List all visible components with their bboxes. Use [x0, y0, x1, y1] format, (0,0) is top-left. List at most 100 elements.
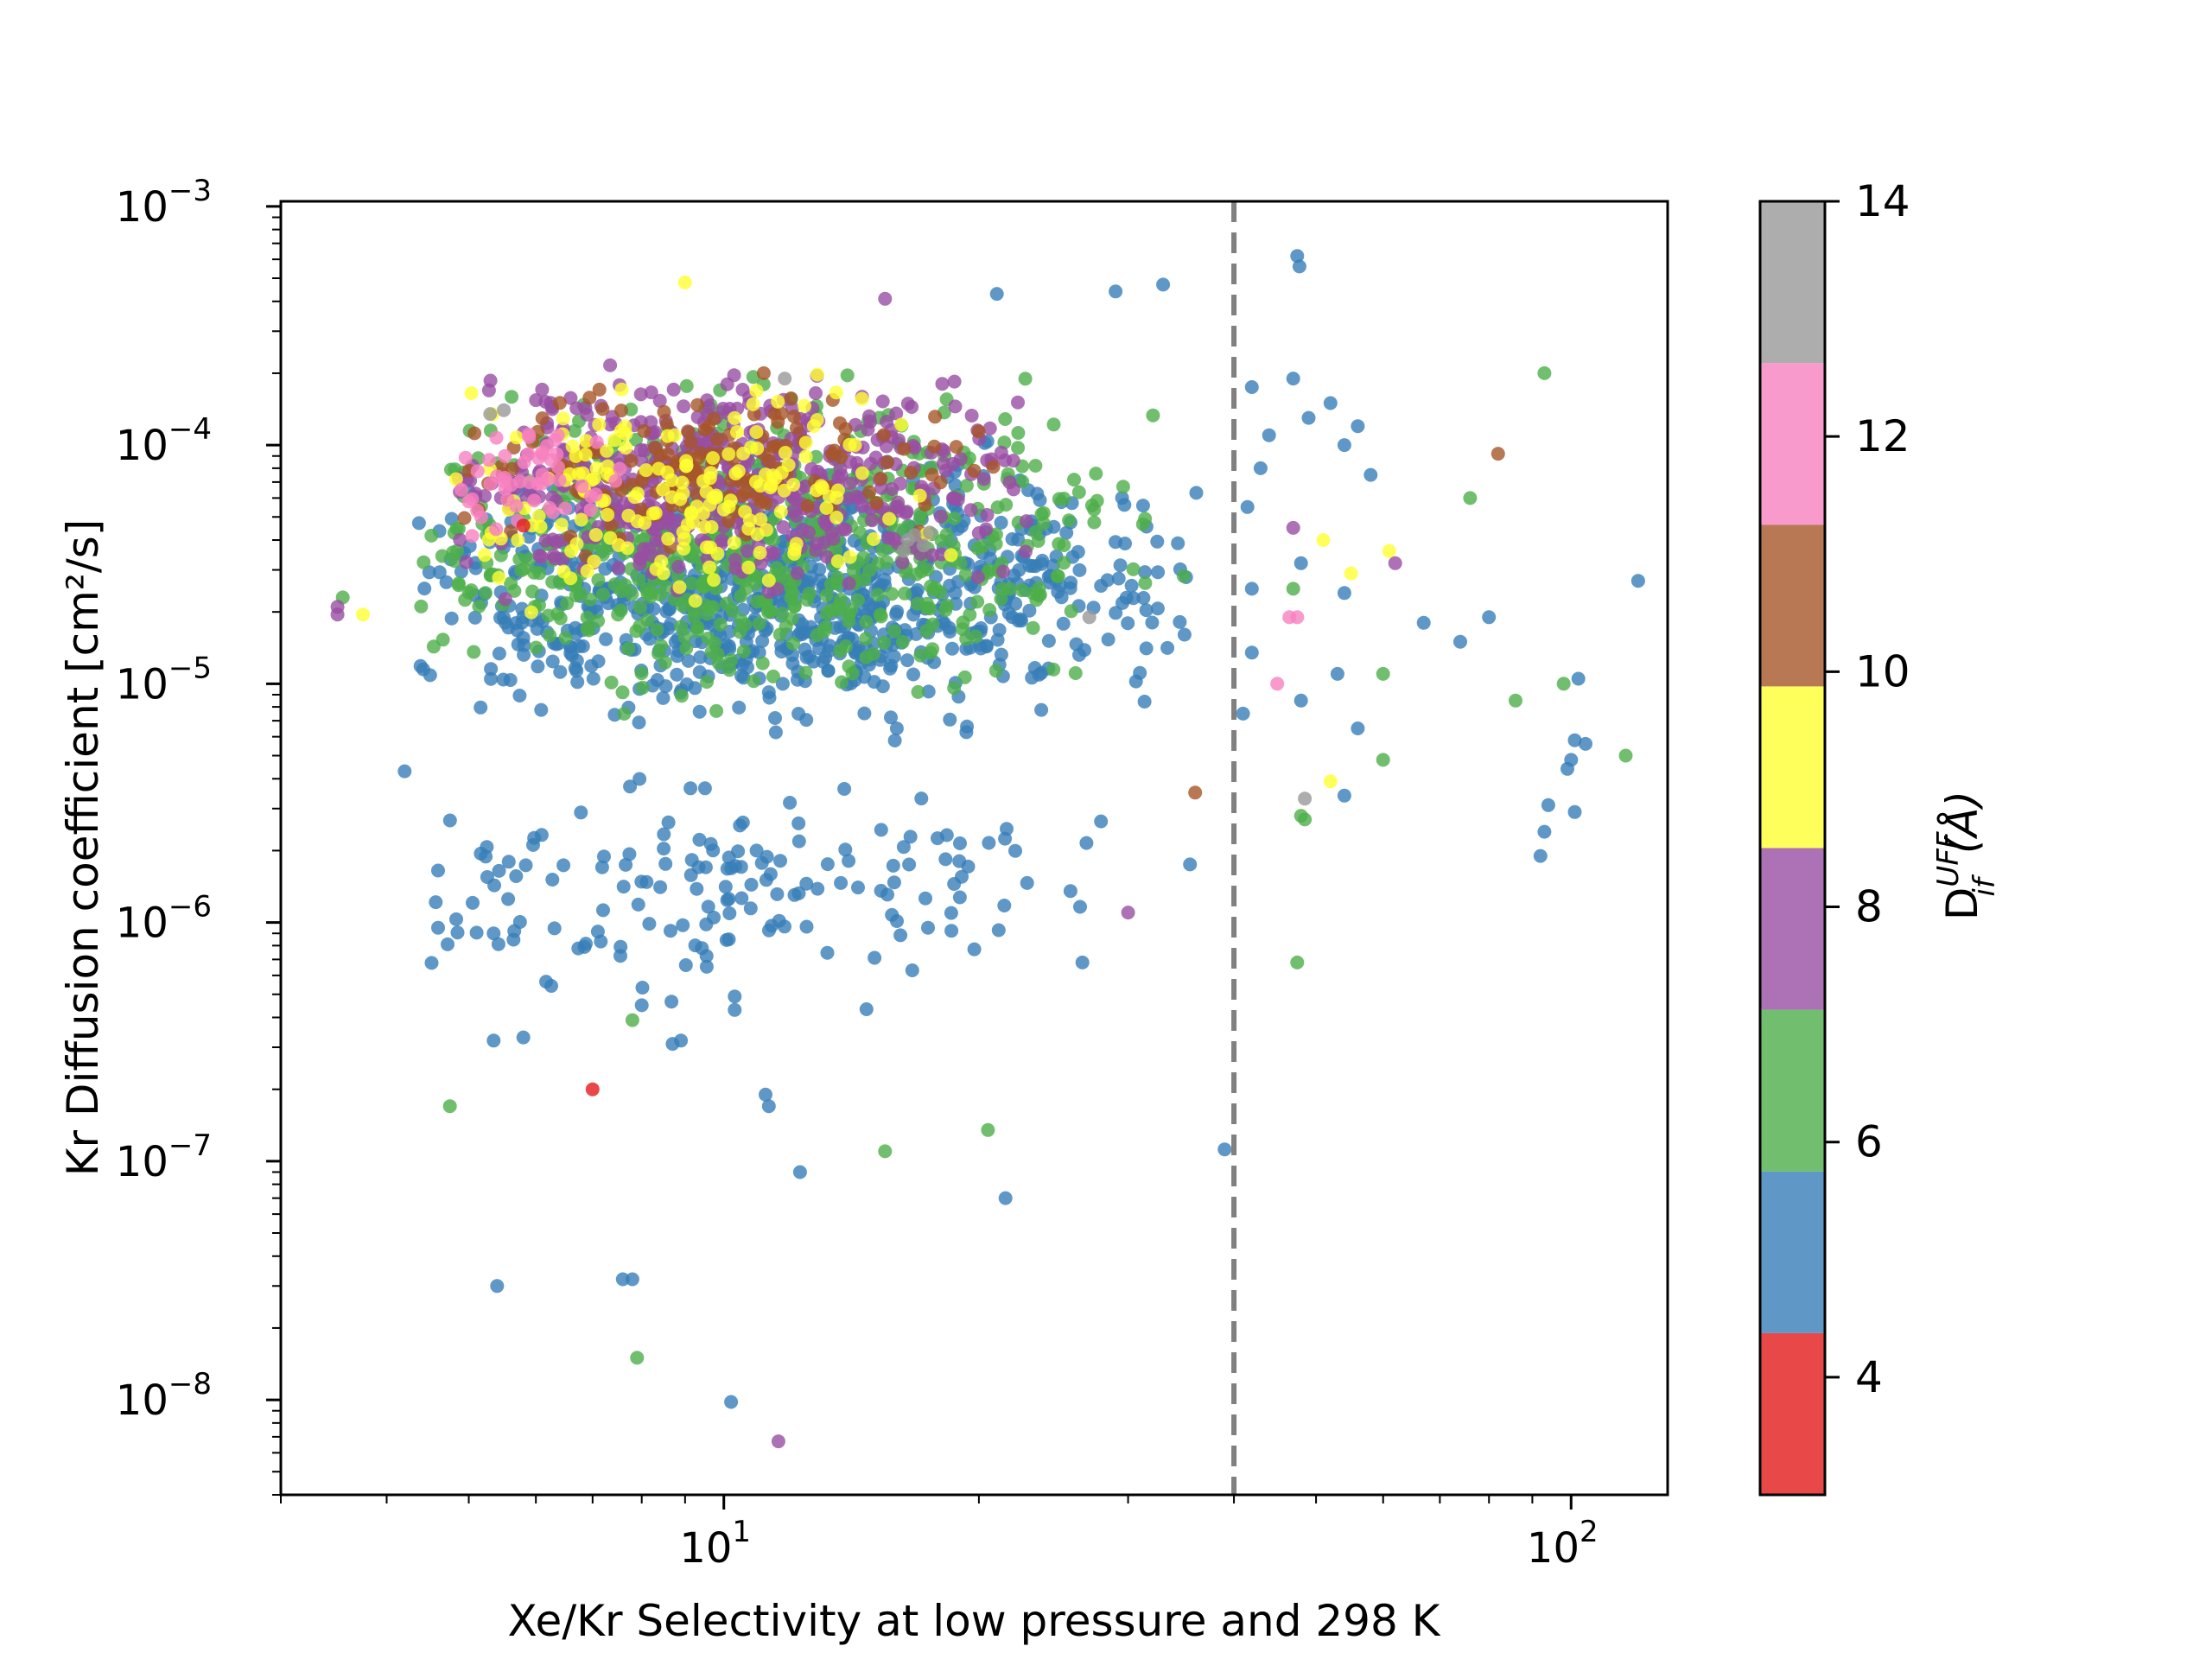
data-point — [1082, 610, 1096, 625]
data-point — [611, 561, 626, 575]
data-point — [755, 656, 770, 671]
data-point — [1145, 615, 1160, 630]
data-point — [652, 461, 666, 476]
data-point — [959, 479, 974, 493]
data-point — [1079, 836, 1094, 850]
data-point — [710, 432, 724, 447]
data-point — [596, 903, 610, 918]
data-point — [503, 673, 518, 687]
data-point — [654, 639, 669, 653]
data-point — [809, 449, 823, 464]
data-point — [802, 525, 816, 540]
data-point — [1537, 365, 1552, 380]
data-point — [623, 779, 638, 794]
data-point — [998, 1191, 1013, 1205]
data-point — [728, 467, 743, 480]
data-point — [696, 506, 710, 521]
data-point — [942, 620, 957, 635]
data-point — [678, 958, 693, 972]
colorbar-band — [1760, 363, 1825, 525]
data-point — [894, 417, 909, 432]
data-point — [587, 554, 601, 569]
data-point — [710, 647, 725, 662]
colorbar-label-unit: (Å) — [1937, 791, 1987, 854]
data-point — [1117, 498, 1132, 512]
data-point — [657, 827, 671, 842]
data-point — [563, 467, 577, 481]
data-point — [649, 562, 664, 576]
data-point — [1018, 544, 1033, 559]
data-point — [492, 863, 506, 878]
data-point — [842, 659, 856, 674]
data-point — [877, 635, 892, 650]
data-point — [474, 846, 488, 861]
data-point — [1351, 721, 1365, 735]
data-point — [1509, 693, 1522, 708]
data-point — [1020, 875, 1034, 890]
data-point — [720, 893, 734, 907]
data-point — [1072, 563, 1087, 577]
colorbar-tick-label: 10 — [1855, 646, 1910, 696]
data-point — [1031, 534, 1046, 548]
data-point — [1068, 666, 1083, 680]
data-point — [483, 407, 498, 422]
data-point — [587, 472, 601, 486]
data-point — [728, 410, 742, 425]
data-point — [1075, 955, 1090, 969]
data-point — [821, 664, 836, 678]
data-point — [461, 585, 476, 600]
data-point — [632, 772, 647, 786]
data-point — [484, 662, 499, 677]
data-point — [1344, 566, 1358, 581]
data-point — [1244, 645, 1259, 660]
data-point — [608, 474, 623, 488]
data-point — [752, 645, 766, 660]
colorbar-tick-label: 12 — [1855, 411, 1910, 461]
data-point — [799, 919, 814, 934]
data-point — [748, 576, 763, 591]
data-point — [1240, 499, 1255, 514]
data-point — [640, 613, 655, 627]
data-point — [656, 482, 671, 497]
data-point — [1116, 480, 1130, 494]
x-tick-label: 102 — [1527, 1515, 1599, 1573]
data-point — [1007, 568, 1021, 582]
data-point — [838, 842, 853, 857]
data-point — [517, 455, 531, 469]
data-point — [1171, 536, 1185, 550]
data-point — [563, 571, 578, 586]
data-point — [531, 451, 546, 466]
data-point — [1138, 512, 1153, 526]
data-point — [1286, 372, 1300, 386]
data-point — [1059, 525, 1074, 540]
data-point — [1330, 666, 1344, 681]
data-point — [625, 587, 639, 601]
data-point — [817, 514, 832, 528]
data-point — [545, 505, 560, 519]
data-point — [1062, 513, 1077, 528]
data-point — [1156, 277, 1171, 292]
data-point — [692, 832, 707, 847]
data-point — [1363, 467, 1378, 482]
data-point — [738, 617, 753, 632]
data-point — [583, 503, 598, 518]
data-point — [1282, 610, 1297, 625]
data-point — [535, 411, 550, 426]
data-point — [642, 917, 657, 931]
data-point — [481, 532, 496, 547]
data-point — [806, 654, 821, 669]
data-point — [585, 1082, 600, 1096]
data-point — [893, 476, 907, 491]
data-point — [1064, 604, 1078, 619]
data-point — [1244, 380, 1259, 394]
data-point — [749, 843, 764, 858]
data-point — [470, 464, 485, 479]
data-point — [424, 956, 439, 970]
data-point — [625, 1272, 639, 1287]
data-point — [634, 666, 649, 681]
data-point — [1051, 569, 1065, 583]
data-point — [458, 450, 473, 465]
data-point — [983, 551, 998, 566]
data-point — [749, 384, 764, 398]
